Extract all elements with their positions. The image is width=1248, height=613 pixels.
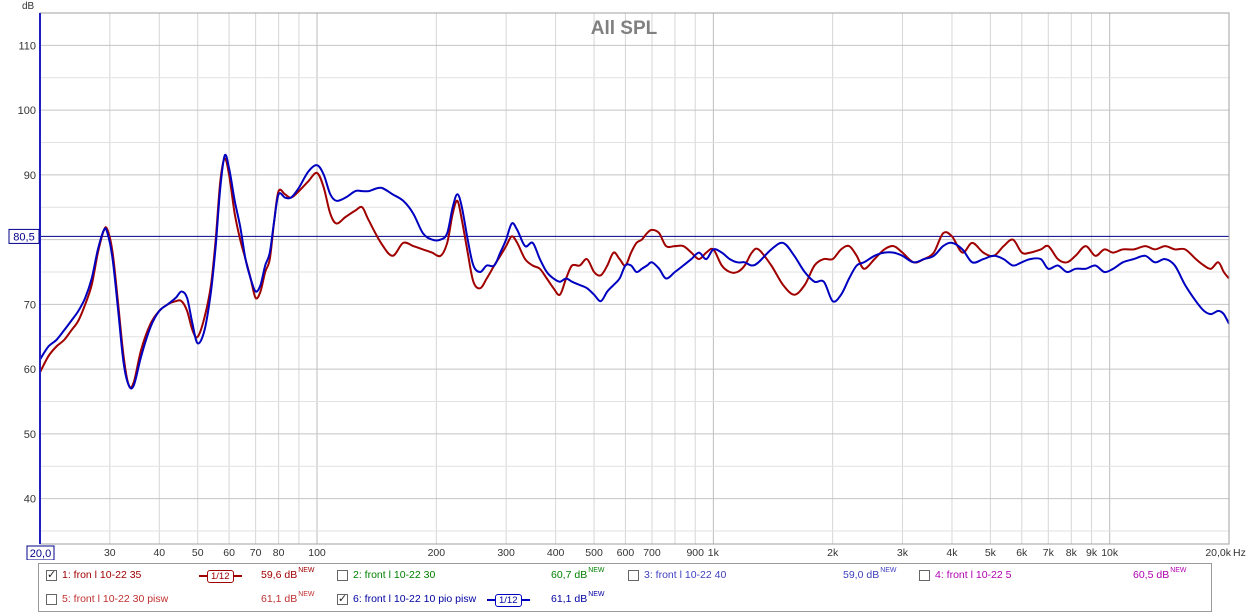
- smoothing-indicator-6[interactable]: 1/12: [487, 593, 530, 607]
- reference-level-box: [8, 228, 40, 244]
- plot-frame: [39, 12, 1230, 545]
- y-tick-label: 60: [24, 364, 36, 376]
- x-tick-label: 6k: [1016, 547, 1028, 559]
- smoothing-indicator-1[interactable]: 1/12: [199, 569, 242, 583]
- y-tick-label: 40: [24, 494, 36, 506]
- x-tick-label: 500: [585, 547, 603, 559]
- x-tick-label: 30: [104, 547, 116, 559]
- legend-item-6[interactable]: 6: front l 10-22 10 pio pisw: [337, 590, 476, 608]
- legend-checkbox-5[interactable]: [46, 593, 57, 605]
- series-line-1: [39, 157, 1230, 389]
- legend-item-4[interactable]: 4: front l 10-22 5: [919, 566, 1011, 584]
- y-tick-label: 70: [24, 299, 36, 311]
- legend-item-3[interactable]: 3: front l 10-22 40: [628, 566, 726, 584]
- legend-checkbox-1[interactable]: [46, 568, 57, 581]
- x-tick-label: 60: [223, 547, 235, 559]
- x-tick-label: 40: [153, 547, 165, 559]
- y-tick-label: 90: [24, 170, 36, 182]
- x-start-box: [26, 545, 55, 560]
- legend-panel: 1: fron l 10-22 35 1/12 59,6 dBNEW 2: fr…: [38, 563, 1212, 612]
- reference-level-label: 80,5: [13, 231, 34, 243]
- x-tick-label: 700: [643, 547, 661, 559]
- y-tick-label: 110: [18, 40, 36, 52]
- grid: [40, 13, 1229, 544]
- series-lines: [39, 153, 1230, 390]
- plot-border: [39, 12, 1230, 545]
- x-tick-label: 3k: [897, 547, 909, 559]
- legend-checkbox-4[interactable]: [919, 569, 930, 581]
- x-tick-label: 100: [308, 547, 326, 559]
- legend-label-5: 5: front l 10-22 30 pisw: [62, 593, 169, 605]
- x-tick-label: 20,0k: [1205, 547, 1231, 559]
- x-tick-label: 9k: [1086, 547, 1098, 559]
- spl-chart: 40506070809010011080,520,030405060708010…: [8, 1, 1246, 560]
- x-tick-label: 1k: [708, 547, 720, 559]
- legend-label-2: 2: front l 10-22 30: [353, 569, 436, 581]
- legend-label-4: 4: front l 10-22 5: [935, 569, 1012, 581]
- x-tick-label: 7k: [1043, 547, 1055, 559]
- legend-item-1[interactable]: 1: fron l 10-22 35: [46, 566, 141, 584]
- x-tick-label: 70: [250, 547, 262, 559]
- smoothing-label-6: 1/12: [495, 593, 522, 607]
- legend-level-6: 61,1 dBNEW: [551, 591, 605, 605]
- legend-checkbox-3[interactable]: [628, 569, 639, 581]
- x-tick-label: 400: [547, 547, 565, 559]
- x-tick-label: 5k: [985, 547, 997, 559]
- x-tick-label: 200: [428, 547, 446, 559]
- x-tick-label: 20,0: [30, 548, 51, 560]
- axis-labels: 40506070809010011080,520,030405060708010…: [8, 40, 1232, 560]
- smoothing-label-1: 1/12: [207, 569, 234, 583]
- legend-level-5: 61,1 dBNEW: [261, 591, 315, 605]
- x-tick-label: 2k: [827, 547, 839, 559]
- legend-level-4: 60,5 dBNEW: [1133, 567, 1187, 581]
- legend-level-2: 60,7 dBNEW: [551, 567, 605, 581]
- x-tick-label: 900: [686, 547, 704, 559]
- x-tick-label: 4k: [946, 547, 958, 559]
- y-tick-label: 100: [18, 105, 36, 117]
- legend-label-6: 6: front l 10-22 10 pio pisw: [353, 593, 477, 605]
- legend-checkbox-6[interactable]: [337, 592, 348, 605]
- series-line-2: [39, 153, 1230, 390]
- legend-item-2[interactable]: 2: front l 10-22 30: [337, 566, 435, 584]
- y-tick-label: 50: [24, 429, 36, 441]
- legend-level-1: 59,6 dBNEW: [261, 567, 315, 581]
- legend-level-3: 59,0 dBNEW: [843, 567, 897, 581]
- legend-item-5[interactable]: 5: front l 10-22 30 pisw: [46, 590, 168, 608]
- legend-label-1: 1: fron l 10-22 35: [62, 569, 142, 581]
- x-tick-label: 10k: [1101, 547, 1119, 559]
- legend-label-3: 3: front l 10-22 40: [644, 569, 727, 581]
- x-tick-label: 80: [273, 547, 285, 559]
- x-tick-label: 50: [192, 547, 204, 559]
- y-axis-unit: dB: [22, 1, 35, 12]
- x-tick-label: 8k: [1066, 547, 1078, 559]
- x-axis-unit: Hz: [1233, 547, 1246, 559]
- x-tick-label: 300: [497, 547, 515, 559]
- chart-title: All SPL: [591, 18, 658, 39]
- x-tick-label: 600: [617, 547, 635, 559]
- legend-checkbox-2[interactable]: [337, 569, 348, 581]
